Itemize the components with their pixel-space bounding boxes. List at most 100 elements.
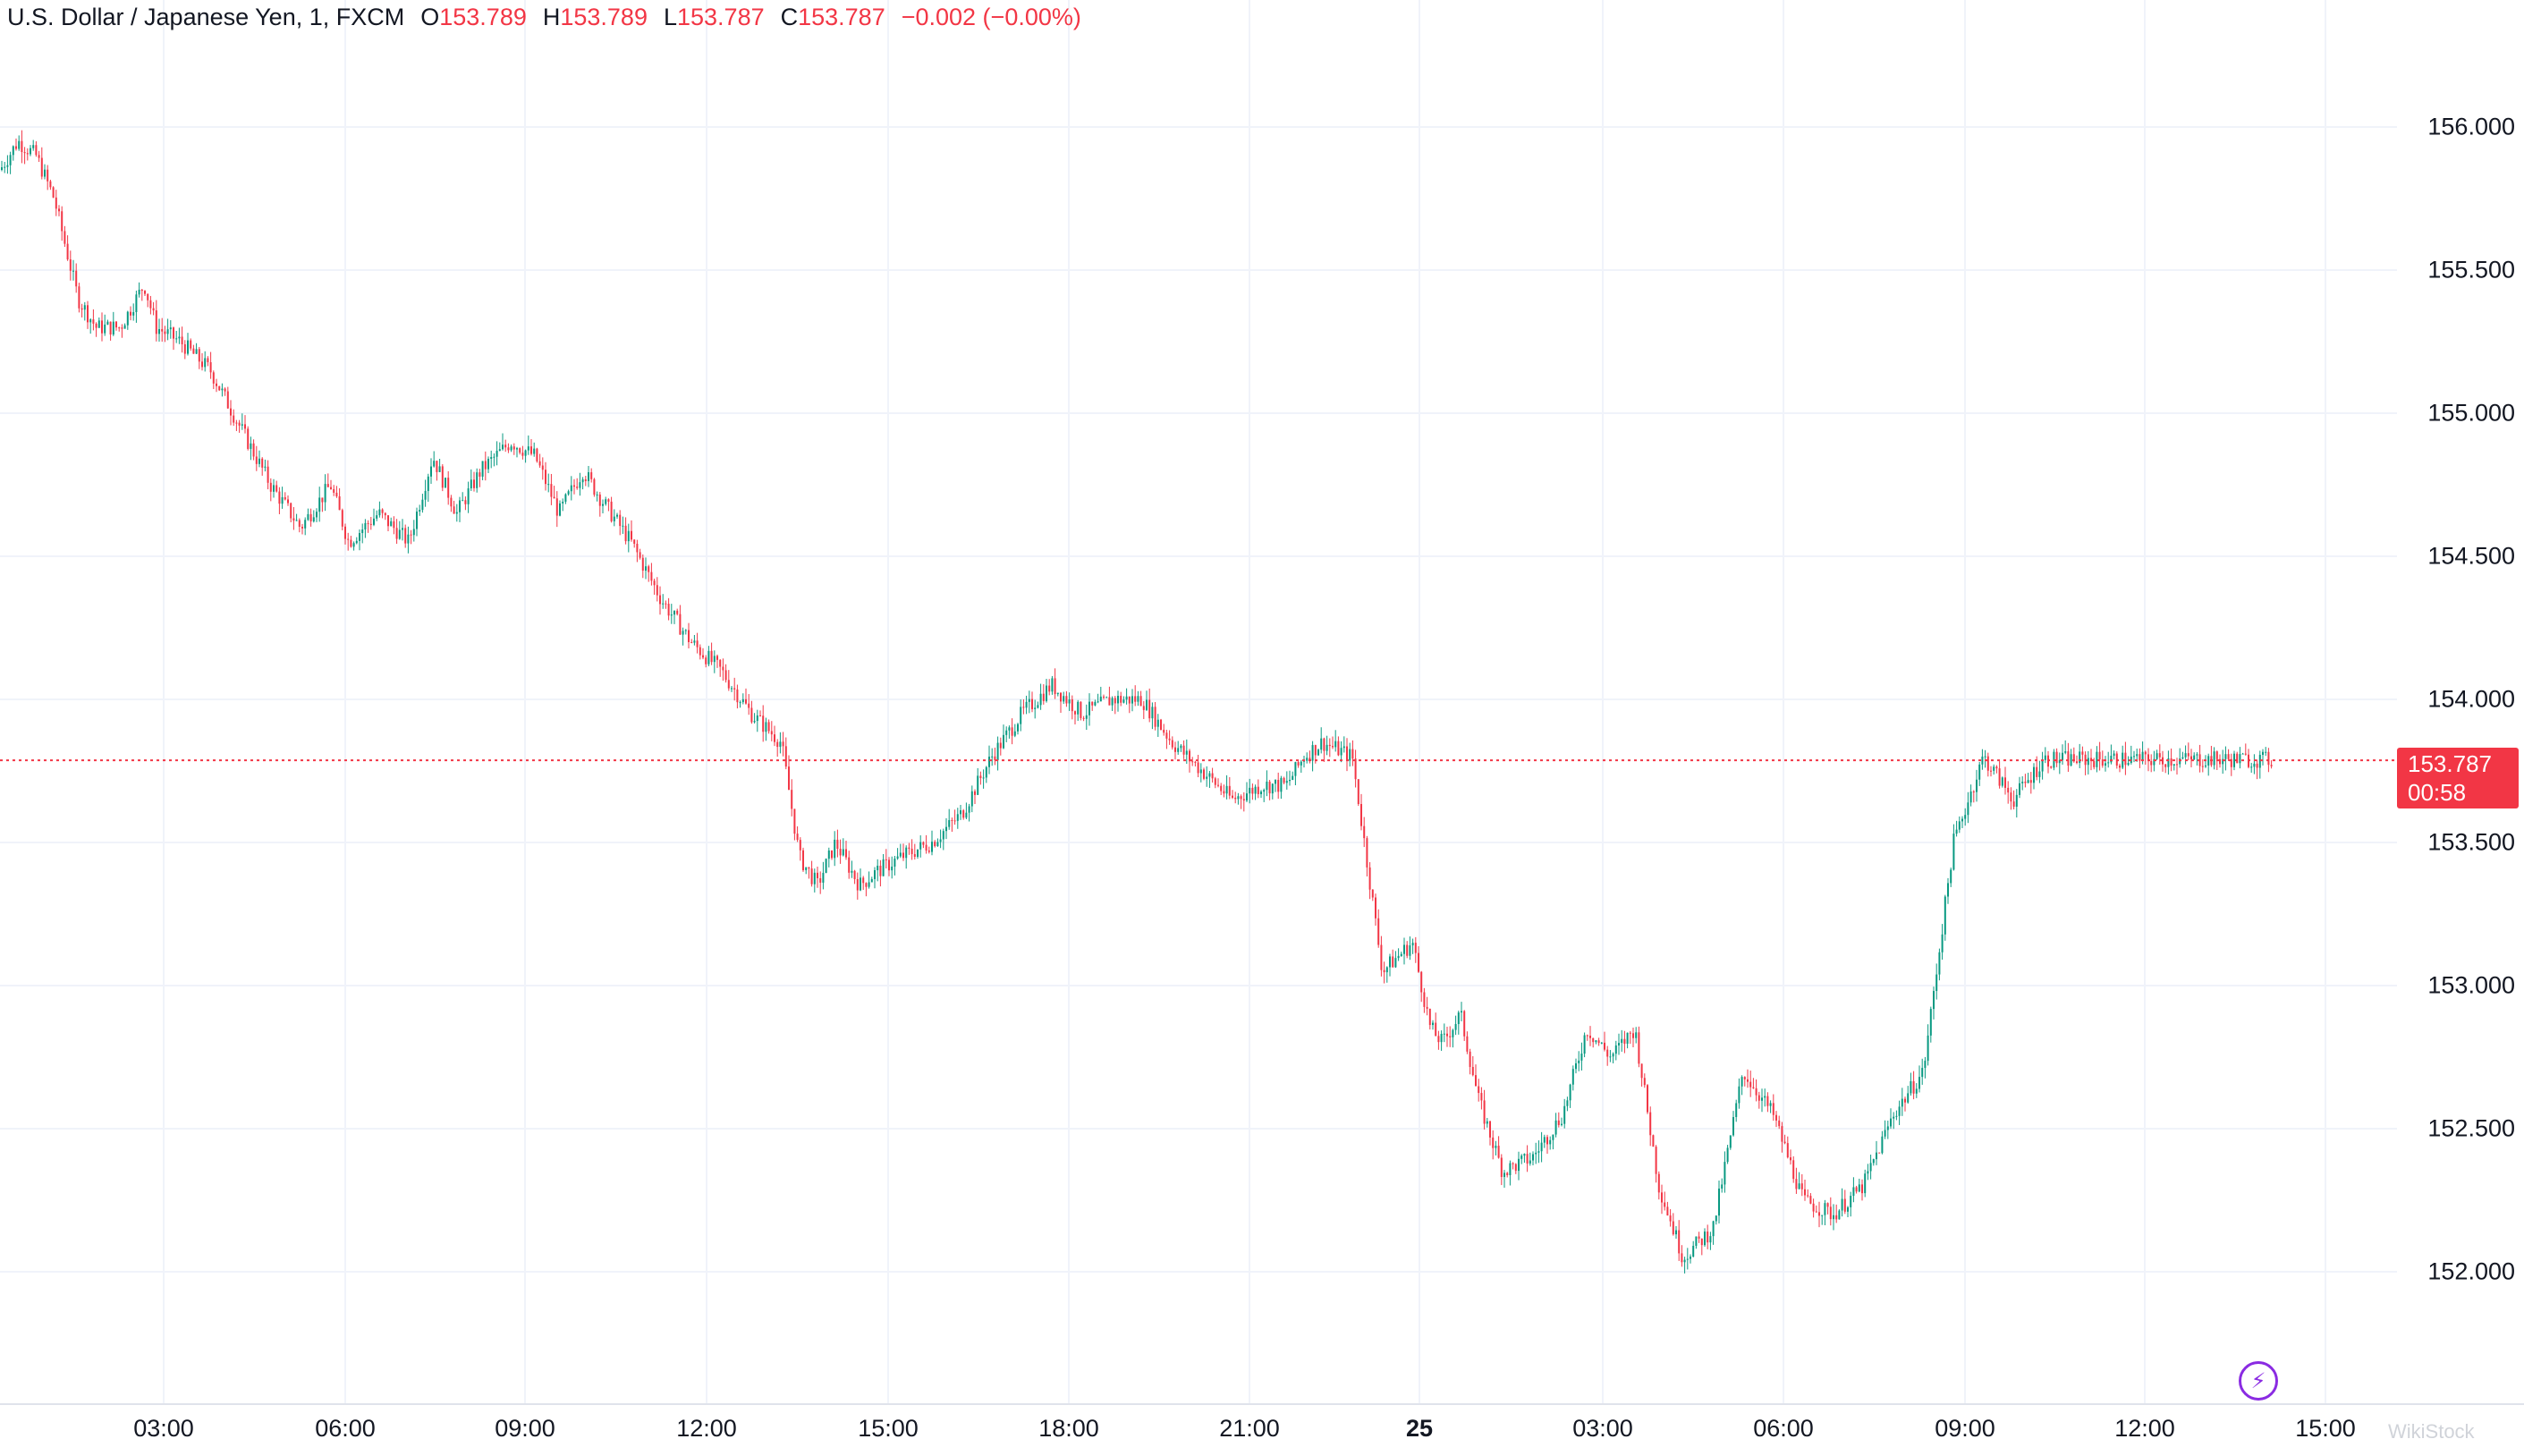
candle-body bbox=[78, 286, 80, 309]
candle-body bbox=[301, 527, 303, 529]
candle-body bbox=[977, 775, 979, 795]
candle-body bbox=[1065, 696, 1068, 704]
candle-body bbox=[2027, 780, 2029, 783]
candle-body bbox=[1122, 699, 1125, 703]
candle-body bbox=[1858, 1184, 1860, 1192]
candle-body bbox=[2015, 794, 2018, 807]
candle-body bbox=[796, 834, 799, 841]
candle-body bbox=[736, 689, 739, 703]
candle-body bbox=[1890, 1118, 1892, 1127]
candle-body bbox=[1578, 1060, 1580, 1063]
candle-body bbox=[330, 487, 332, 489]
candle-body bbox=[1852, 1187, 1855, 1197]
y-tick-label: 154.500 bbox=[2427, 542, 2515, 570]
candle-body bbox=[705, 657, 707, 665]
candle-body bbox=[667, 604, 670, 616]
y-tick-label: 153.000 bbox=[2427, 971, 2515, 999]
x-tick-label: 21:00 bbox=[1219, 1415, 1280, 1442]
candle-body bbox=[1497, 1146, 1500, 1158]
candle-body bbox=[441, 466, 444, 488]
candle-body bbox=[1174, 747, 1176, 752]
open-label: O bbox=[420, 4, 440, 30]
candle-body bbox=[1812, 1203, 1815, 1212]
candle-body bbox=[1520, 1155, 1523, 1159]
candle-body bbox=[1326, 744, 1328, 751]
candle-body bbox=[581, 478, 584, 483]
candle-body bbox=[1406, 944, 1409, 956]
y-tick-label: 156.000 bbox=[2427, 113, 2515, 140]
candle-body bbox=[447, 478, 450, 498]
candle-body bbox=[1403, 944, 1405, 954]
symbol-title[interactable]: U.S. Dollar / Japanese Yen, 1, FXCM bbox=[7, 4, 405, 30]
candle-body bbox=[1709, 1236, 1712, 1243]
candle-body bbox=[427, 476, 429, 491]
candle-body bbox=[1380, 944, 1383, 970]
candle-body bbox=[607, 499, 610, 502]
candle-body bbox=[1400, 953, 1402, 956]
candle-body bbox=[673, 610, 675, 615]
candle-body bbox=[1843, 1198, 1846, 1212]
candle-body bbox=[1604, 1042, 1605, 1050]
candle-body bbox=[1626, 1032, 1629, 1045]
candle-body bbox=[2019, 783, 2020, 795]
candle-body bbox=[1655, 1147, 1657, 1174]
candle-body bbox=[12, 146, 14, 156]
candle-body bbox=[999, 742, 1002, 749]
candle-body bbox=[2062, 752, 2063, 760]
candle-body bbox=[198, 349, 200, 362]
candle-body bbox=[902, 852, 904, 859]
candle-body bbox=[126, 311, 129, 326]
candle-body bbox=[1377, 918, 1380, 945]
candle-body bbox=[1060, 692, 1062, 702]
candle-body bbox=[52, 187, 55, 198]
candle-body bbox=[960, 810, 961, 815]
lightning-icon[interactable]: ⚡ bbox=[2239, 1361, 2278, 1401]
candle-body bbox=[710, 650, 713, 663]
candle-body bbox=[1518, 1158, 1520, 1172]
candle-body bbox=[318, 497, 321, 512]
candle-body bbox=[1111, 698, 1114, 706]
candle-body bbox=[748, 703, 750, 708]
candle-body bbox=[974, 791, 976, 795]
candle-body bbox=[2004, 777, 2006, 788]
x-tick-label: 12:00 bbox=[676, 1415, 737, 1442]
candle-body bbox=[1821, 1215, 1824, 1216]
candle-body bbox=[659, 595, 661, 605]
candle-body bbox=[495, 451, 498, 457]
candle-body bbox=[1156, 719, 1159, 727]
candle-body bbox=[1629, 1032, 1631, 1034]
bar-countdown: 00:58 bbox=[2408, 779, 2467, 807]
candle-body bbox=[1958, 821, 1961, 830]
candle-body bbox=[2029, 780, 2032, 783]
candle-body bbox=[273, 485, 275, 492]
candle-body bbox=[2250, 766, 2253, 768]
candle-body bbox=[1080, 701, 1082, 718]
candle-body bbox=[613, 516, 615, 521]
candle-body bbox=[1034, 707, 1037, 709]
candle-body bbox=[1586, 1035, 1588, 1037]
x-tick-label: 15:00 bbox=[2295, 1415, 2356, 1442]
candle-body bbox=[2087, 758, 2089, 766]
candle-body bbox=[1199, 769, 1202, 774]
candle-body bbox=[1895, 1115, 1898, 1117]
candle-body bbox=[2227, 754, 2230, 759]
candle-body bbox=[834, 839, 836, 859]
candle-body bbox=[355, 540, 358, 544]
candle-body bbox=[216, 383, 217, 386]
candle-body bbox=[2076, 761, 2078, 764]
candle-body bbox=[547, 484, 550, 486]
candle-body bbox=[321, 497, 324, 503]
candle-body bbox=[201, 361, 203, 368]
candle-body bbox=[224, 388, 226, 392]
candle-body bbox=[1131, 696, 1133, 704]
candle-body bbox=[481, 461, 484, 477]
candle-body bbox=[1197, 762, 1199, 774]
candle-body bbox=[2239, 754, 2241, 764]
candle-body bbox=[679, 614, 682, 635]
candle-body bbox=[1137, 696, 1139, 702]
candle-body bbox=[633, 539, 636, 544]
candle-body bbox=[398, 529, 401, 539]
candle-body bbox=[407, 534, 410, 544]
candle-body bbox=[716, 656, 718, 660]
